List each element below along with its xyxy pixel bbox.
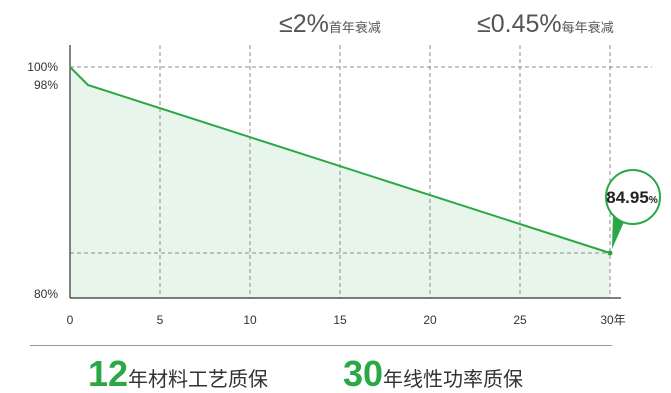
x-tick-label: 30年 [600,313,625,327]
x-tick-label: 10 [243,313,257,327]
x-tick-label: 0 [67,313,74,327]
annual-degradation-value: ≤0.45% [477,10,562,38]
warranty-power-years: 30 [343,353,384,393]
warranty-materials-years: 12 [88,353,129,393]
first-year-degradation-value: ≤2% [279,10,329,38]
first-year-degradation: ≤2%首年衰减 [279,10,381,42]
y-tick-label: 100% [27,60,58,74]
y-tick-label: 80% [34,287,58,301]
divider [30,345,612,346]
annual-degradation-label: 每年衰减 [561,20,614,35]
x-tick-label: 15 [333,313,347,327]
degradation-chart: 84.95% 0 5 10 15 20 25 30年 100% 98% 80% [27,45,661,327]
annual-degradation: ≤0.45%每年衰减 [477,10,614,42]
data-point-final [607,250,613,256]
callout-text: 84.95% [606,188,658,207]
callout-unit: % [649,195,658,206]
series-line [69,66,611,254]
value-callout: 84.95% [605,169,661,249]
warranty-materials-label: 年材料工艺质保 [128,369,269,391]
x-tick-label: 20 [423,313,437,327]
warranty-power: 30年线性功率质保 [343,356,523,392]
callout-circle [605,169,661,225]
y-tick-label: 98% [34,78,58,92]
x-tick-label: 5 [157,313,164,327]
x-tick-label: 25 [513,313,527,327]
warranty-power-label: 年线性功率质保 [383,369,524,391]
first-year-degradation-label: 首年衰减 [328,20,381,35]
area-fill [70,67,610,298]
callout-value: 84.95 [606,188,649,207]
callout-pointer [612,214,624,249]
warranty-materials: 12年材料工艺质保 [88,356,268,392]
